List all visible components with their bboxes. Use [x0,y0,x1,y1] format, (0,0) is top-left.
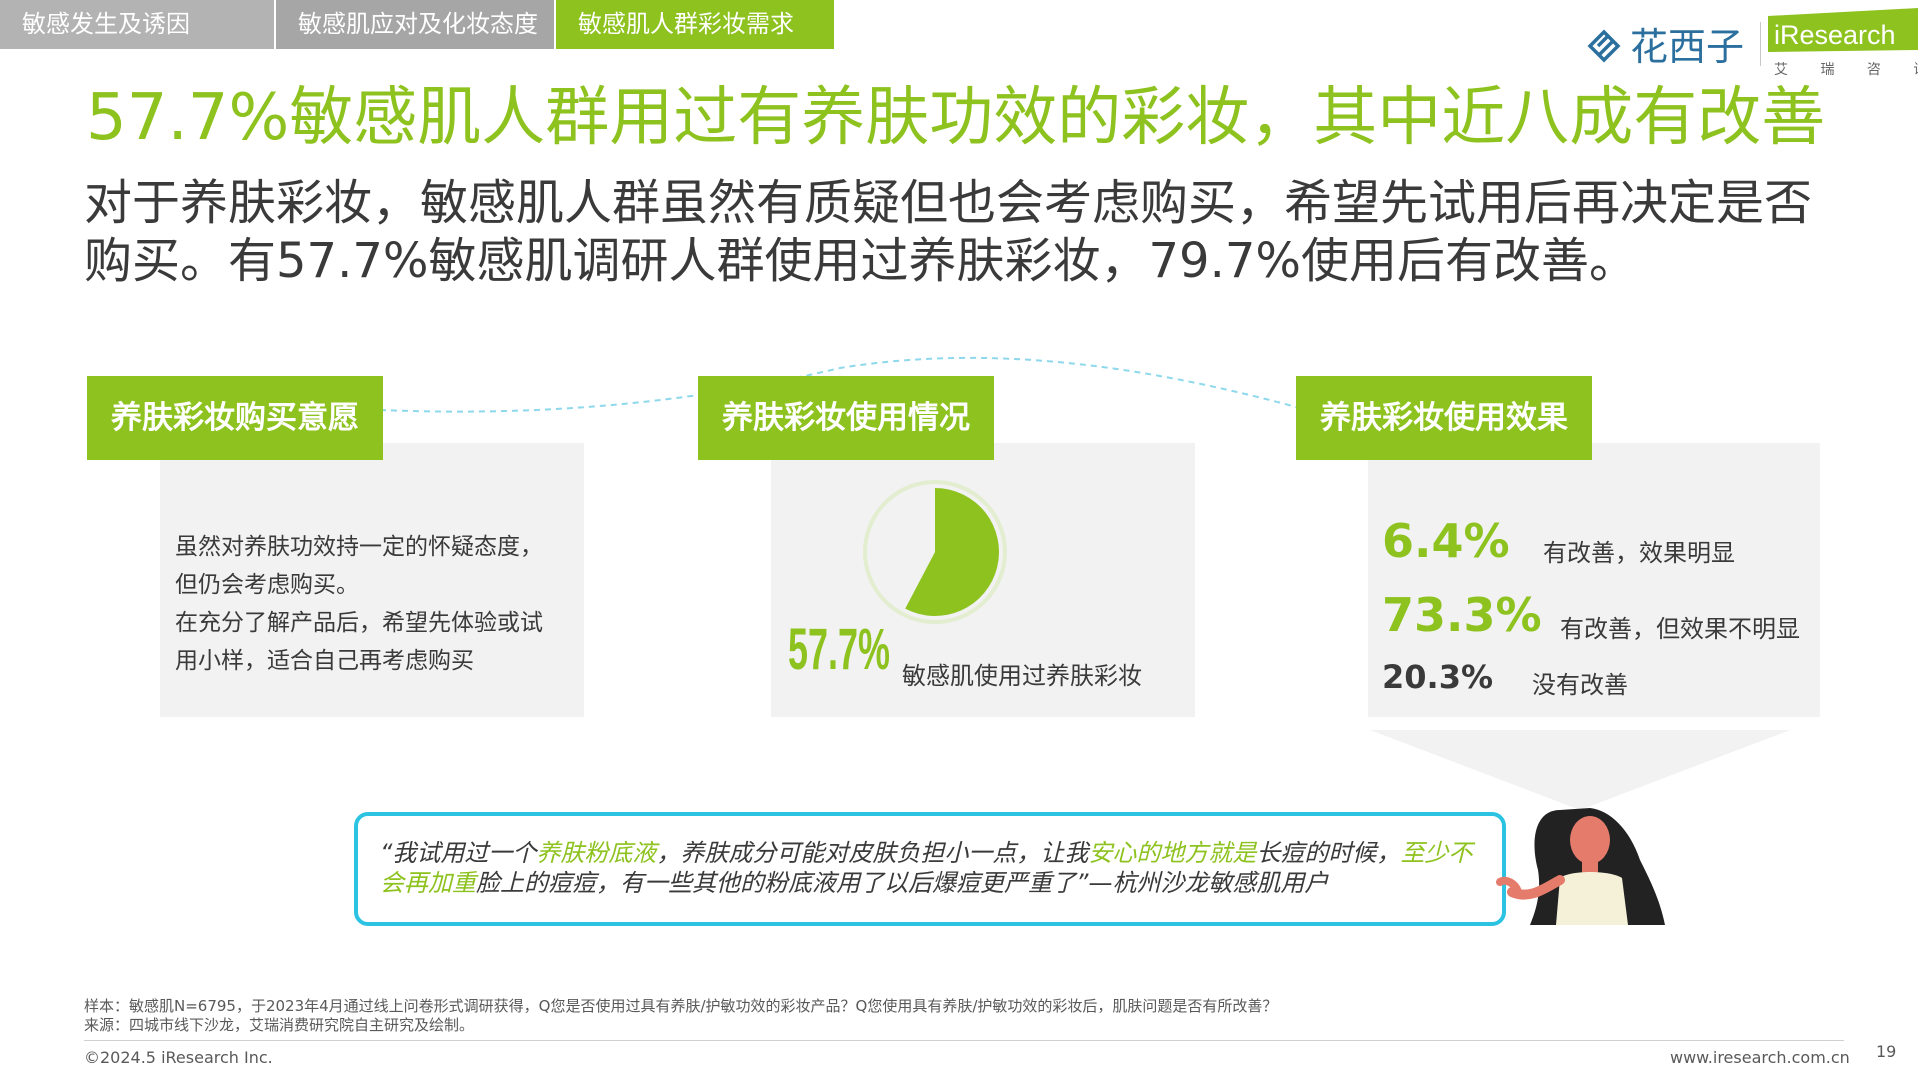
page-subtitle: 对于养肤彩妆，敏感肌人群虽然有质疑但也会考虑购买，希望先试用后再决定是否购买。有… [84,174,1844,290]
huaxizi-logo-text: 花西子 [1630,25,1744,69]
usage-pie-chart [860,477,1010,627]
page-title: 57.7%敏感肌人群用过有养肤功效的彩妆，其中近八成有改善 [86,66,1866,158]
effect-percent-significant: 6.4% [1382,514,1510,568]
source-note: 来源：四城市线下沙龙，艾瑞消费研究院自主研究及绘制。 [84,1016,1277,1035]
page-number: 19 [1876,1042,1896,1061]
woman-illustration [1490,800,1670,925]
sample-note: 样本：敏感肌N=6795，于2023年4月通过线上问卷形式调研获得，Q您是否使用… [84,997,1277,1016]
quote-highlight: 安心的地方就是 [1088,839,1256,867]
quote-attribution: —杭州沙龙敏感肌用户 [1088,869,1328,897]
callout-pointer [1370,730,1790,810]
tab-sensitivity-causes[interactable]: 敏感发生及诱因 [0,0,274,49]
purchase-line: 在充分了解产品后，希望先体验或试 [175,604,575,642]
website-link[interactable]: www.iresearch.com.cn [1670,1048,1850,1067]
usage-caption: 敏感肌使用过养肤彩妆 [902,656,1142,691]
purchase-line: 用小样，适合自己再考虑购买 [175,642,575,680]
quote-highlight: 养肤粉底液 [536,839,656,867]
copyright: ©2024.5 iResearch Inc. [84,1048,273,1067]
effect-label-none: 没有改善 [1532,665,1628,700]
purchase-line: 虽然对养肤功效持一定的怀疑态度， [175,528,575,566]
purchase-intent-header: 养肤彩妆购买意愿 [87,376,383,460]
footer-divider [84,1040,1844,1041]
quote-part: “我试用过一个 [380,839,536,867]
logo-separator [1760,22,1761,66]
usage-header: 养肤彩妆使用情况 [698,376,994,460]
tab-makeup-needs[interactable]: 敏感肌人群彩妆需求 [556,0,834,49]
effect-percent-none: 20.3% [1382,658,1493,696]
purchase-line: 但仍会考虑购买。 [175,566,575,604]
quote-part: 长痘的时候， [1256,839,1400,867]
effect-label-slight: 有改善，但效果不明显 [1560,609,1800,644]
user-quote: “我试用过一个养肤粉底液，养肤成分可能对皮肤负担小一点，让我安心的地方就是长痘的… [380,838,1480,898]
usage-percent: 57.7% [788,616,890,683]
tab-makeup-attitude[interactable]: 敏感肌应对及化妆态度 [276,0,554,49]
effect-header: 养肤彩妆使用效果 [1296,376,1592,460]
iresearch-logo-text: iResearch [1774,20,1896,50]
purchase-description: 虽然对养肤功效持一定的怀疑态度， 但仍会考虑购买。 在充分了解产品后，希望先体验… [175,528,575,680]
quote-part: 脸上的痘痘，有一些其他的粉底液用了以后爆痘更严重了” [476,869,1088,897]
quote-part: ，养肤成分可能对皮肤负担小一点，让我 [656,839,1088,867]
effect-percent-slight: 73.3% [1382,588,1542,642]
footnote: 样本：敏感肌N=6795，于2023年4月通过线上问卷形式调研获得，Q您是否使用… [84,997,1277,1035]
effect-label-significant: 有改善，效果明显 [1543,533,1735,568]
